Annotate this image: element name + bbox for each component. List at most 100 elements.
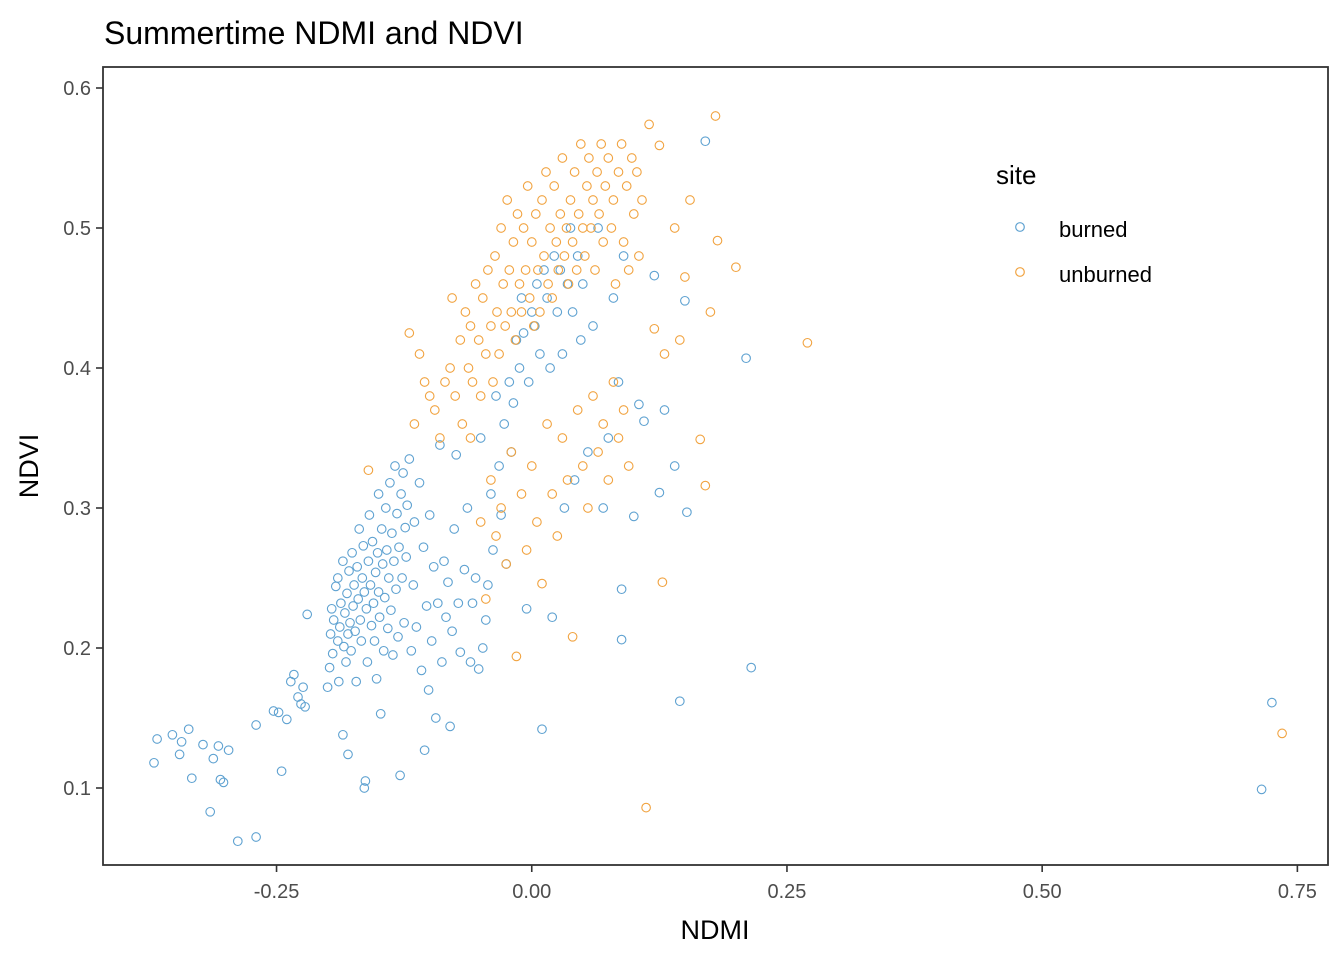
data-point-burned <box>276 766 287 777</box>
data-point-burned <box>598 503 609 513</box>
data-point-unburned <box>496 223 506 233</box>
data-point-burned <box>338 729 348 740</box>
data-point-unburned <box>490 251 500 261</box>
data-point-unburned <box>473 335 484 345</box>
data-point-burned <box>423 685 434 695</box>
data-point-burned <box>324 662 335 673</box>
data-point-burned <box>218 777 229 788</box>
data-point-burned <box>575 335 586 345</box>
data-point-burned <box>343 749 353 760</box>
data-point-burned <box>347 547 357 558</box>
data-point-unburned <box>553 265 564 275</box>
data-point-burned <box>416 665 427 676</box>
data-point-burned <box>149 757 159 768</box>
data-point-unburned <box>460 307 471 317</box>
data-point-unburned <box>483 265 493 275</box>
data-point-unburned <box>575 139 586 149</box>
data-point-unburned <box>644 119 654 130</box>
data-point-burned <box>385 477 395 488</box>
data-point-burned <box>273 707 284 718</box>
data-point-burned <box>268 706 279 716</box>
data-point-unburned <box>537 578 547 589</box>
data-point-unburned <box>486 475 496 485</box>
data-point-burned <box>545 363 555 373</box>
data-point-burned <box>386 605 396 616</box>
data-point-burned <box>342 588 352 599</box>
data-point-burned <box>395 770 405 781</box>
data-point-burned <box>486 489 496 499</box>
data-point-unburned <box>654 140 665 151</box>
data-point-unburned <box>616 139 627 149</box>
data-point-unburned <box>608 377 619 387</box>
data-point-burned <box>467 598 478 609</box>
data-point-burned <box>659 405 670 415</box>
data-point-burned <box>213 741 224 751</box>
data-point-burned <box>547 612 558 623</box>
data-point-unburned <box>514 279 525 289</box>
data-point-unburned <box>537 195 547 205</box>
data-point-burned <box>357 573 368 583</box>
data-point-burned <box>328 615 339 625</box>
data-point-unburned <box>404 328 415 338</box>
data-point-unburned <box>634 251 644 261</box>
data-point-burned <box>435 440 445 450</box>
data-point-unburned <box>528 321 539 331</box>
data-point-unburned <box>561 223 572 233</box>
data-point-burned <box>375 708 386 719</box>
data-point-burned <box>746 662 757 673</box>
data-point-burned <box>608 293 619 303</box>
data-point-unburned <box>516 489 527 499</box>
data-point-unburned <box>584 153 594 163</box>
data-point-burned <box>251 832 261 842</box>
plot-panel-border <box>102 66 1329 866</box>
data-point-unburned <box>596 139 607 149</box>
data-point-burned <box>567 307 578 317</box>
data-point-burned <box>356 636 367 646</box>
data-point-burned <box>521 603 532 614</box>
data-point-unburned <box>545 223 555 233</box>
data-point-unburned <box>552 531 563 541</box>
data-point-unburned <box>424 391 435 401</box>
data-point-burned <box>518 328 529 338</box>
data-point-burned <box>390 461 400 471</box>
data-point-unburned <box>628 209 639 219</box>
data-point-burned <box>634 399 644 410</box>
data-point-unburned <box>502 195 513 205</box>
data-point-unburned <box>802 337 813 348</box>
data-point-unburned <box>435 433 445 443</box>
data-point-burned <box>336 598 346 609</box>
data-point-burned <box>232 836 243 847</box>
data-point-burned <box>198 739 208 750</box>
data-point-burned <box>394 542 404 553</box>
data-point-unburned <box>542 419 552 429</box>
data-point-unburned <box>600 181 611 191</box>
data-point-burned <box>523 377 534 387</box>
data-point-burned <box>358 540 369 551</box>
data-point-burned <box>532 279 542 289</box>
data-point-burned <box>449 524 460 534</box>
data-point-unburned <box>685 195 695 205</box>
data-point-unburned <box>457 419 468 429</box>
data-point-burned <box>383 573 394 583</box>
data-point-burned <box>186 773 197 784</box>
data-point-unburned <box>563 279 574 289</box>
data-point-burned <box>649 270 660 281</box>
data-point-unburned <box>569 167 580 177</box>
data-point-burned <box>682 507 692 518</box>
data-point-unburned <box>450 391 461 401</box>
data-point-unburned <box>524 293 535 303</box>
data-point-unburned <box>480 594 491 604</box>
data-point-burned <box>371 673 382 684</box>
data-point-burned <box>370 567 381 578</box>
data-point-unburned <box>467 377 478 387</box>
data-point-burned <box>379 592 390 603</box>
data-point-unburned <box>547 489 558 499</box>
data-point-burned <box>593 223 603 233</box>
data-point-unburned <box>447 293 457 303</box>
data-point-burned <box>537 724 547 735</box>
data-point-burned <box>441 612 451 623</box>
data-point-unburned <box>512 209 523 219</box>
data-point-burned <box>369 636 380 646</box>
data-point-unburned <box>603 475 614 485</box>
data-point-burned <box>223 745 234 756</box>
